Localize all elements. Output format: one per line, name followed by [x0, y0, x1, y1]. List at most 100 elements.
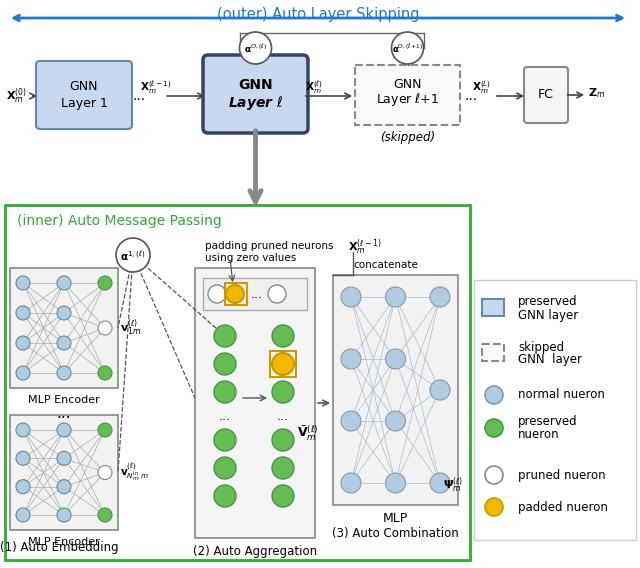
Text: FC: FC — [538, 89, 554, 102]
Text: skipped: skipped — [518, 340, 564, 353]
Circle shape — [341, 349, 361, 369]
Text: normal nueron: normal nueron — [518, 389, 605, 402]
Circle shape — [16, 276, 30, 290]
Circle shape — [239, 32, 271, 64]
Text: ...: ... — [57, 406, 71, 420]
Text: $\mathbf{\Psi}_{m}^{(\ell)}$: $\mathbf{\Psi}_{m}^{(\ell)}$ — [443, 475, 463, 495]
Circle shape — [98, 321, 112, 335]
Circle shape — [98, 466, 112, 479]
Circle shape — [485, 419, 503, 437]
Text: $\mathbf{X}_{m}^{(L)}$: $\mathbf{X}_{m}^{(L)}$ — [472, 80, 491, 97]
Circle shape — [272, 457, 294, 479]
Text: $\mathbf{X}_{m}^{(\ell-1)}$: $\mathbf{X}_{m}^{(\ell-1)}$ — [348, 237, 382, 257]
Text: (outer) Auto Layer Skipping: (outer) Auto Layer Skipping — [217, 6, 419, 22]
Circle shape — [214, 429, 236, 451]
Bar — [355, 65, 460, 125]
Circle shape — [341, 473, 361, 493]
Circle shape — [16, 366, 30, 380]
Circle shape — [16, 452, 30, 465]
Text: nueron: nueron — [518, 428, 559, 441]
Circle shape — [385, 411, 406, 431]
Circle shape — [208, 285, 226, 303]
Bar — [10, 415, 118, 530]
Text: GNN: GNN — [238, 78, 273, 92]
Bar — [203, 278, 307, 310]
Circle shape — [98, 366, 112, 380]
Text: MLP: MLP — [383, 512, 408, 525]
Circle shape — [392, 32, 424, 64]
Circle shape — [214, 485, 236, 507]
Circle shape — [272, 325, 294, 347]
Text: preserved: preserved — [518, 416, 578, 428]
Circle shape — [430, 473, 450, 493]
Circle shape — [57, 366, 71, 380]
Text: padded nueron: padded nueron — [518, 500, 608, 513]
Circle shape — [98, 423, 112, 437]
Circle shape — [214, 381, 236, 403]
Bar — [225, 283, 247, 305]
Text: (1) Auto Embedding: (1) Auto Embedding — [0, 541, 118, 554]
Circle shape — [214, 457, 236, 479]
Text: GNN: GNN — [393, 78, 422, 91]
Circle shape — [272, 381, 294, 403]
Text: $\mathbf{X}_{m}^{(\ell)}$: $\mathbf{X}_{m}^{(\ell)}$ — [305, 80, 323, 97]
Circle shape — [272, 485, 294, 507]
Bar — [195, 268, 315, 538]
Circle shape — [485, 498, 503, 516]
Circle shape — [430, 380, 450, 400]
Circle shape — [272, 353, 294, 375]
Bar — [333, 275, 458, 505]
Text: ...: ... — [219, 410, 231, 423]
Circle shape — [16, 336, 30, 350]
Circle shape — [98, 508, 112, 522]
Circle shape — [485, 386, 503, 404]
Text: (3) Auto Combination: (3) Auto Combination — [332, 527, 459, 540]
Circle shape — [214, 325, 236, 347]
Bar — [10, 268, 118, 388]
Text: $\mathbf{X}_{m}^{(\ell-1)}$: $\mathbf{X}_{m}^{(\ell-1)}$ — [140, 80, 172, 97]
Text: $\mathbf{v}_{N_m^{\rm in}\!,m}^{(\ell)}$: $\mathbf{v}_{N_m^{\rm in}\!,m}^{(\ell)}$ — [120, 462, 148, 483]
Circle shape — [385, 473, 406, 493]
Text: ...: ... — [464, 89, 477, 103]
Circle shape — [16, 508, 30, 522]
Text: Layer 1: Layer 1 — [61, 97, 108, 110]
Circle shape — [98, 276, 112, 290]
Text: $\mathbf{\alpha}^{O,(\ell\!+\!1)}$: $\mathbf{\alpha}^{O,(\ell\!+\!1)}$ — [392, 43, 423, 55]
Circle shape — [57, 276, 71, 290]
Text: $\mathbf{Z}_{m}$: $\mathbf{Z}_{m}$ — [588, 86, 605, 100]
Circle shape — [385, 349, 406, 369]
Circle shape — [214, 353, 236, 375]
Circle shape — [57, 336, 71, 350]
Circle shape — [272, 429, 294, 451]
FancyBboxPatch shape — [203, 55, 308, 133]
Text: MLP Encoder: MLP Encoder — [28, 537, 100, 547]
Text: Layer $\ell$+1: Layer $\ell$+1 — [376, 90, 439, 107]
Circle shape — [16, 479, 30, 494]
Text: GNN layer: GNN layer — [518, 308, 579, 321]
Text: padding pruned neurons: padding pruned neurons — [205, 241, 333, 251]
Text: GNN: GNN — [70, 81, 99, 94]
Text: using zero values: using zero values — [205, 253, 296, 263]
Circle shape — [116, 238, 150, 272]
Bar — [474, 280, 636, 540]
Circle shape — [485, 466, 503, 484]
Circle shape — [341, 411, 361, 431]
Bar — [482, 344, 504, 361]
Circle shape — [226, 285, 244, 303]
Text: ...: ... — [251, 287, 263, 300]
Circle shape — [57, 306, 71, 320]
Circle shape — [430, 287, 450, 307]
Text: $\bar{\mathbf{V}}_{m}^{(\ell)}$: $\bar{\mathbf{V}}_{m}^{(\ell)}$ — [297, 423, 319, 442]
Text: MLP Encoder: MLP Encoder — [28, 395, 100, 405]
FancyBboxPatch shape — [36, 61, 132, 129]
Circle shape — [57, 479, 71, 494]
Circle shape — [16, 423, 30, 437]
Circle shape — [341, 287, 361, 307]
Text: ...: ... — [277, 410, 289, 423]
Bar — [5, 205, 470, 560]
Text: GNN  layer: GNN layer — [518, 353, 582, 366]
Circle shape — [57, 452, 71, 465]
Text: (2) Auto Aggregation: (2) Auto Aggregation — [193, 545, 317, 558]
Text: concatenate: concatenate — [353, 260, 418, 270]
Text: $\mathbf{v}_{1m}^{(\ell)}$: $\mathbf{v}_{1m}^{(\ell)}$ — [120, 318, 141, 339]
